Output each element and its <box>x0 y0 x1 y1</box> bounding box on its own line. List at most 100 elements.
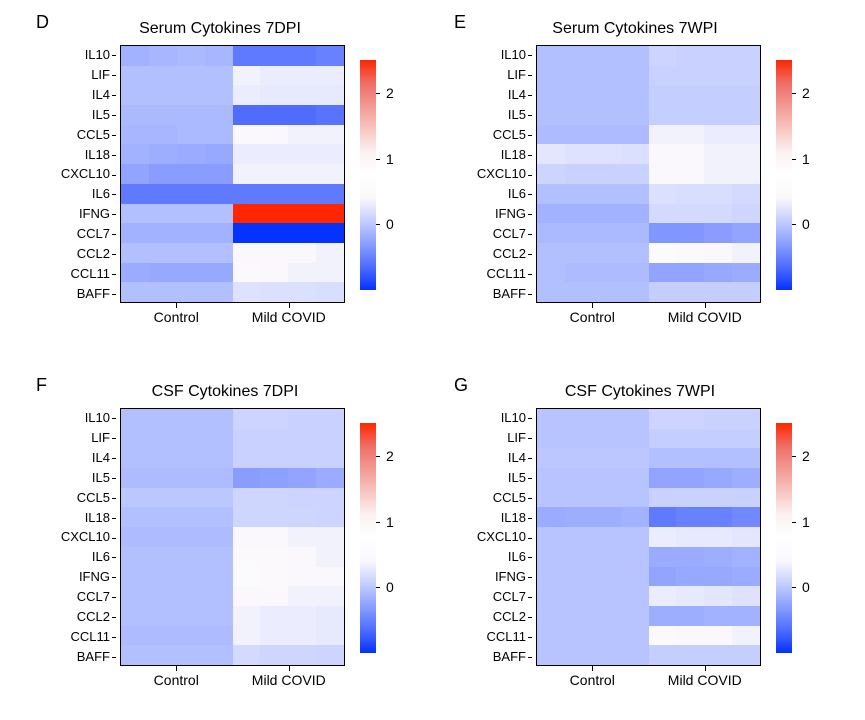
row-label-text: IL5 <box>508 107 526 122</box>
heatmap-cell <box>288 507 316 527</box>
heatmap-cell <box>260 468 288 488</box>
colorbar-ticklabel: 1 <box>802 151 810 167</box>
row-label: CCL7 <box>54 227 116 240</box>
row-labels-E: IL10LIFIL4IL5CCL5IL18CXCL10IL6IFNGCCL7CC… <box>470 45 532 303</box>
heatmap-cell <box>288 626 316 646</box>
heatmap-cell <box>676 547 704 567</box>
row-label: LIF <box>54 431 116 444</box>
row-label-text: LIF <box>507 67 526 82</box>
heatmap-cell <box>149 66 177 86</box>
heatmap-cell <box>177 567 205 587</box>
heatmap-cell <box>621 204 649 224</box>
row-label: CCL2 <box>470 610 532 623</box>
row-label-text: IL18 <box>501 147 526 162</box>
heatmap-cell <box>704 606 732 626</box>
col-labels-D: ControlMild COVID <box>120 309 345 325</box>
row-label: IFNG <box>470 570 532 583</box>
row-label: CCL2 <box>54 247 116 260</box>
heatmap-cell <box>732 606 760 626</box>
heatmap-cell <box>621 586 649 606</box>
heatmap-cell <box>593 626 621 646</box>
heatmap-cell <box>260 626 288 646</box>
heatmap-cell <box>121 547 149 567</box>
heatmap-cell <box>593 527 621 547</box>
heatmap-cell <box>177 527 205 547</box>
heatmap-cell <box>732 243 760 263</box>
heatmap-cell <box>233 606 261 626</box>
heatmap-cell <box>732 263 760 283</box>
heatmap-cell <box>649 606 677 626</box>
heatmap-cell <box>260 586 288 606</box>
heatmap-cell <box>537 429 565 449</box>
heatmap-cell <box>121 204 149 224</box>
heatmap-cell <box>704 223 732 243</box>
col-labels-F: ControlMild COVID <box>120 672 345 688</box>
heatmap-cell <box>593 66 621 86</box>
heatmap-cell <box>565 105 593 125</box>
row-tick <box>528 194 532 195</box>
heatmap-cell <box>593 409 621 429</box>
row-label-text: CCL7 <box>493 226 526 241</box>
colorbar-tick <box>376 456 380 457</box>
panel-letter-D: D <box>36 12 49 33</box>
heatmap-cell <box>593 105 621 125</box>
heatmap-cell <box>704 527 732 547</box>
heatmap-cell <box>260 105 288 125</box>
heatmap-cell <box>732 507 760 527</box>
colorbar-tick <box>376 159 380 160</box>
row-label: CXCL10 <box>470 530 532 543</box>
row-label: IL6 <box>54 550 116 563</box>
colorbar-E: 012 <box>776 60 792 290</box>
row-tick <box>528 597 532 598</box>
heatmap-cell <box>316 164 344 184</box>
heatmap-cell <box>205 144 233 164</box>
heatmap-cell <box>288 85 316 105</box>
row-label-text: IL18 <box>85 147 110 162</box>
heatmap-cell <box>704 448 732 468</box>
heatmap-cell <box>260 204 288 224</box>
row-tick <box>528 234 532 235</box>
heatmap-cell <box>537 223 565 243</box>
row-label: IL4 <box>470 451 532 464</box>
row-tick <box>112 418 116 419</box>
row-tick <box>112 115 116 116</box>
heatmap-cell <box>649 645 677 665</box>
row-label: IL18 <box>470 148 532 161</box>
heatmap-cell <box>704 144 732 164</box>
heatmap-cell <box>565 46 593 66</box>
heatmap-cell <box>649 223 677 243</box>
row-label-text: BAFF <box>493 286 526 301</box>
heatmap-cell <box>621 567 649 587</box>
heatmap-cell <box>621 46 649 66</box>
row-label: IL18 <box>470 511 532 524</box>
row-tick <box>112 657 116 658</box>
heatmap-cell <box>316 243 344 263</box>
heatmap-cell <box>537 547 565 567</box>
heatmap-cell <box>732 282 760 302</box>
heatmap-cell <box>177 144 205 164</box>
heatmap-cell <box>288 204 316 224</box>
row-tick <box>528 75 532 76</box>
row-label-text: CXCL10 <box>61 166 110 181</box>
row-label-text: IFNG <box>495 569 526 584</box>
heatmap-cell <box>288 606 316 626</box>
heatmap-cell <box>537 448 565 468</box>
colorbar-tick <box>376 224 380 225</box>
heatmap-cell <box>121 184 149 204</box>
heatmap-cell <box>205 547 233 567</box>
heatmap-cell <box>121 66 149 86</box>
heatmap-cell <box>149 125 177 145</box>
heatmap-cell <box>732 409 760 429</box>
heatmap-cell <box>537 468 565 488</box>
heatmap-cell <box>704 204 732 224</box>
heatmap-cell <box>593 204 621 224</box>
heatmap-cell <box>704 547 732 567</box>
heatmap-cell <box>676 409 704 429</box>
row-label-text: CCL11 <box>486 266 526 281</box>
row-tick <box>528 155 532 156</box>
colorbar-tick <box>376 93 380 94</box>
heatmap-cell <box>177 448 205 468</box>
heatmap-cell <box>649 204 677 224</box>
heatmap-cell <box>260 164 288 184</box>
row-tick <box>112 95 116 96</box>
